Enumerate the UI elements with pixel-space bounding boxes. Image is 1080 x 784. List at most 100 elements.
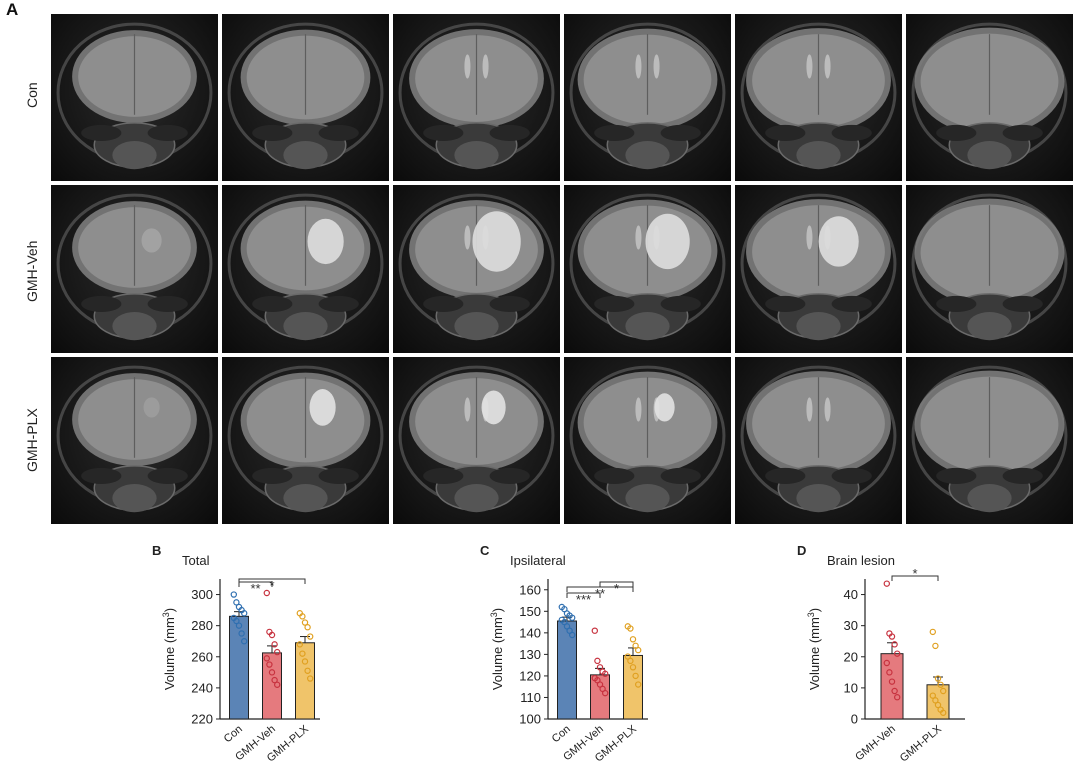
category-label: Con (550, 723, 573, 745)
y-tick-label: 0 (851, 712, 858, 727)
data-point (591, 627, 599, 634)
data-point (601, 689, 609, 697)
mri-slice (735, 14, 902, 182)
data-point (634, 646, 642, 654)
significance-label: * (912, 566, 917, 581)
significance-label: * (269, 578, 274, 593)
panel-a-letter: A (6, 0, 19, 19)
data-point (263, 655, 271, 662)
panel-letter: D (797, 543, 806, 558)
y-tick-label: 150 (519, 604, 541, 619)
data-point (263, 589, 271, 597)
data-point (601, 670, 609, 677)
significance-bracket (599, 581, 634, 587)
mri-slice-drawing (398, 365, 555, 512)
data-point (238, 630, 245, 637)
data-point (568, 614, 576, 621)
y-tick-label: 240 (191, 680, 213, 695)
data-point (306, 633, 314, 640)
mri-slice (564, 356, 731, 524)
bar (880, 653, 904, 720)
data-point (299, 650, 306, 657)
data-point (271, 641, 278, 648)
data-point (304, 667, 311, 674)
mri-slice (393, 185, 560, 353)
bar (623, 654, 643, 720)
data-point (929, 628, 937, 636)
data-point (301, 619, 309, 626)
mri-slice (222, 356, 389, 524)
data-point (301, 658, 309, 665)
y-tick-label: 130 (519, 647, 541, 662)
data-point (568, 631, 576, 639)
data-point (627, 657, 634, 665)
y-tick-label: 120 (519, 668, 541, 683)
panel-letter: C (480, 543, 490, 558)
significance-bracket (566, 592, 601, 598)
data-point (883, 659, 891, 667)
category-label: GMH-Veh (853, 723, 898, 763)
mri-slice-drawing (911, 365, 1068, 512)
significance-label: *** (576, 592, 591, 607)
data-point (594, 657, 601, 665)
y-tick-label: 140 (519, 625, 541, 640)
bar (557, 620, 577, 720)
data-point (233, 617, 240, 625)
mri-slice (222, 185, 389, 353)
mri-slice-drawing (569, 365, 726, 512)
data-point (932, 642, 939, 650)
mri-slice-drawing (569, 193, 726, 341)
mri-slice (51, 14, 218, 182)
data-point (883, 580, 891, 587)
data-point (230, 591, 238, 598)
row-label-con: Con (24, 82, 40, 108)
mri-slice (906, 14, 1073, 182)
mri-slice (393, 14, 560, 182)
mri-slice-drawing (227, 365, 384, 512)
y-axis-label: Volume (mm3) (161, 608, 177, 690)
data-point (306, 675, 314, 682)
data-point (296, 641, 303, 648)
y-tick-label: 30 (844, 618, 858, 633)
data-point (932, 697, 939, 704)
mri-slice-drawing (398, 193, 555, 341)
chart-d-brain-lesion: D Brain lesion 0 10 20 30 40 Volume (mm3) GMH-Ve… (797, 538, 1000, 779)
y-tick-label: 260 (191, 649, 213, 664)
data-point (934, 675, 942, 682)
significance-label: ** (250, 581, 260, 596)
data-point (268, 669, 276, 676)
y-axis-label: Volume (mm3) (489, 608, 505, 690)
data-point (891, 641, 898, 648)
data-point (929, 692, 937, 699)
significance-label: ** (595, 586, 605, 601)
data-point (937, 681, 944, 688)
y-tick-label: 40 (844, 587, 858, 602)
data-point (634, 681, 642, 688)
data-point (268, 631, 276, 639)
significance-bracket (238, 578, 306, 584)
data-point (240, 638, 248, 645)
mri-slice-drawing (56, 365, 213, 512)
data-point (939, 709, 947, 716)
mri-slice (735, 356, 902, 524)
category-label: Con (222, 723, 245, 745)
y-tick-label: 100 (519, 712, 541, 727)
row-label-gmh-veh: GMH-Veh (24, 240, 40, 302)
mri-slice (564, 185, 731, 353)
y-tick-label: 300 (191, 587, 213, 602)
data-point (934, 701, 942, 709)
mri-slice (564, 14, 731, 182)
mri-image-grid (51, 14, 1073, 524)
chart-c-svg: C Ipsilateral 100 110 120 130 140 150 160 Volume … (480, 543, 648, 765)
mri-slice-drawing (911, 193, 1068, 341)
data-point (304, 624, 311, 631)
mri-slice-drawing (740, 193, 897, 341)
y-axis-label: Volume (mm3) (806, 608, 822, 690)
data-point (888, 633, 896, 640)
data-point (939, 687, 947, 695)
data-point (240, 610, 248, 617)
data-point (235, 622, 243, 629)
chart-title: Ipsilateral (510, 553, 566, 568)
data-point (629, 664, 637, 671)
